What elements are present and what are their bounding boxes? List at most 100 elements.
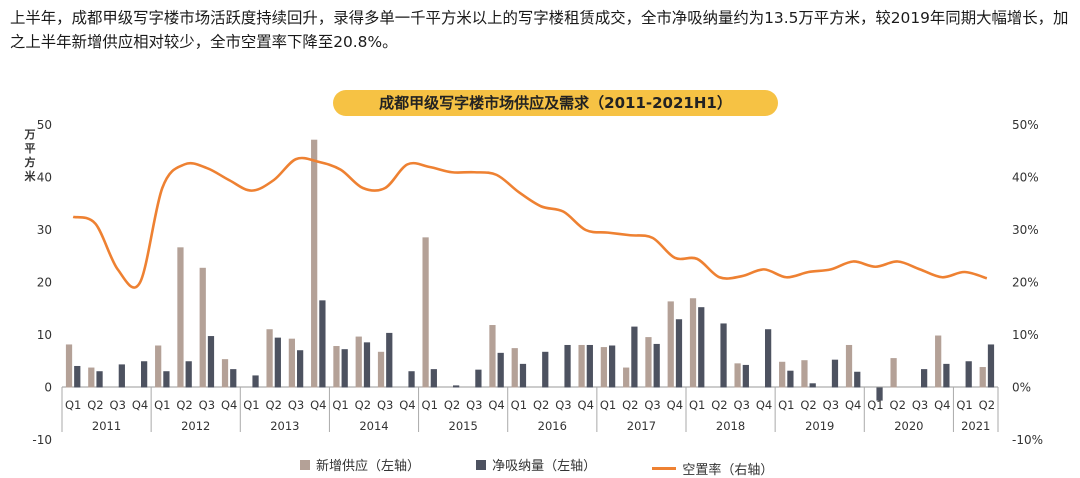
supply-bar: [734, 363, 741, 388]
absorption-bar: [675, 319, 683, 388]
absorption-bar: [319, 300, 326, 388]
absorption-bar: [921, 369, 928, 388]
quarter-tick-label: Q2: [622, 398, 638, 412]
y-right-tick-label: 0%: [1012, 381, 1031, 395]
y-left-axis-title-char: 米: [24, 169, 37, 183]
absorption-bar: [586, 344, 593, 388]
supply-bar: [511, 348, 518, 388]
absorption-bar: [519, 363, 527, 388]
supply-bar: [266, 329, 273, 388]
absorption-bar: [609, 345, 616, 388]
y-right-tick-label: -10%: [1012, 433, 1043, 447]
quarter-tick-label: Q1: [778, 398, 794, 412]
y-left-tick-label: -10: [32, 433, 52, 447]
year-tick-label: 2014: [359, 419, 388, 433]
year-tick-label: 2015: [449, 419, 478, 433]
absorption-bar: [274, 337, 281, 388]
absorption-bar: [141, 361, 148, 388]
quarter-tick-label: Q3: [644, 398, 660, 412]
supply-bar: [422, 237, 429, 388]
vacancy-line-group: [72, 156, 988, 289]
y-right-tick-label: 30%: [1012, 223, 1039, 237]
absorption-bar: [876, 387, 883, 401]
vacancy-rate-line: [72, 156, 988, 289]
absorption-bar: [341, 349, 348, 388]
quarter-tick-label: Q2: [355, 398, 371, 412]
y-right-tick-label: 10%: [1012, 328, 1039, 342]
absorption-bar: [475, 369, 482, 388]
supply-bar: [645, 337, 652, 388]
quarter-tick-label: Q4: [934, 398, 950, 412]
absorption-bar: [297, 350, 304, 388]
quarter-tick-label: Q3: [734, 398, 750, 412]
absorption-bar: [363, 342, 371, 388]
absorption-bar: [497, 352, 504, 388]
y-left-tick-label: 20: [37, 276, 52, 290]
absorption-bar: [742, 364, 749, 388]
quarter-tick-label: Q4: [488, 398, 504, 412]
intro-paragraph: 上半年，成都甲级写字楼市场活跃度持续回升，录得多单一千平方米以上的写字楼租赁成交…: [10, 9, 1069, 51]
quarter-tick-label: Q3: [466, 398, 482, 412]
year-tick-label: 2019: [805, 419, 834, 433]
absorption-bar: [252, 375, 259, 388]
supply-bar: [88, 367, 95, 388]
year-tick-label: 2020: [894, 419, 923, 433]
quarter-tick-label: Q4: [221, 398, 237, 412]
chart-axes: [61, 386, 999, 432]
y-left-tick-label: 30: [37, 223, 52, 237]
quarter-tick-label: Q3: [912, 398, 928, 412]
chart-labels: -10 0 10 20 30 40 50 -10% 0% 10% 20% 30% 40% 50% 万平方米 Q…: [24, 118, 1044, 447]
supply-bar: [667, 301, 674, 388]
absorption-bar: [720, 323, 727, 388]
supply-bar: [689, 298, 697, 388]
legend-absorption-label: 净吸纳量（左轴）: [492, 459, 597, 474]
supply-bar: [288, 338, 295, 388]
quarter-tick-label: Q4: [667, 398, 683, 412]
supply-bar: [779, 361, 786, 388]
year-tick-label: 2021: [961, 419, 990, 433]
absorption-bar: [831, 359, 839, 388]
absorption-bar: [207, 336, 215, 388]
quarter-tick-label: Q3: [823, 398, 839, 412]
quarter-tick-label: Q1: [600, 398, 616, 412]
quarter-tick-label: Q4: [399, 398, 415, 412]
quarter-tick-label: Q2: [711, 398, 727, 412]
absorption-bar: [230, 369, 237, 388]
legend-supply-label: 新增供应（左轴）: [316, 459, 421, 474]
quarter-tick-label: Q1: [689, 398, 705, 412]
quarter-tick-label: Q4: [310, 398, 326, 412]
quarter-tick-label: Q2: [266, 398, 282, 412]
absorption-bar: [653, 343, 660, 388]
absorption-bar: [185, 361, 192, 388]
legend-supply: 新增供应（左轴）: [300, 455, 420, 474]
absorption-bar: [163, 371, 170, 388]
y-left-tick-label: 50: [37, 118, 52, 132]
supply-bar: [935, 335, 942, 388]
quarter-tick-label: Q3: [110, 398, 126, 412]
quarter-tick-label: Q1: [332, 398, 348, 412]
year-tick-label: 2017: [627, 419, 656, 433]
quarter-tick-label: Q4: [132, 398, 148, 412]
absorption-bar: [987, 344, 995, 388]
quarter-tick-label: Q2: [176, 398, 192, 412]
quarter-tick-label: Q3: [377, 398, 393, 412]
supply-bar: [377, 351, 385, 388]
supply-bar: [890, 358, 897, 388]
year-tick-label: 2016: [538, 419, 567, 433]
quarter-tick-label: Q2: [979, 398, 995, 412]
year-tick-label: 2012: [181, 419, 210, 433]
chart-bars: [65, 139, 995, 401]
y-left-axis-title-char: 万: [24, 128, 36, 141]
y-left-tick-label: 40: [37, 171, 52, 185]
supply-bar: [355, 336, 362, 388]
quarter-tick-label: Q1: [154, 398, 170, 412]
absorption-bar: [631, 326, 638, 388]
legend-vacancy-swatch: [652, 466, 677, 470]
absorption-bar: [118, 364, 125, 388]
absorption-bar: [809, 383, 816, 388]
chart-title: 成都甲级写字楼市场供应及需求（2011-2021H1）: [333, 90, 778, 116]
absorption-bar: [542, 351, 549, 388]
quarter-tick-label: Q3: [199, 398, 215, 412]
quarter-tick-label: Q2: [533, 398, 549, 412]
